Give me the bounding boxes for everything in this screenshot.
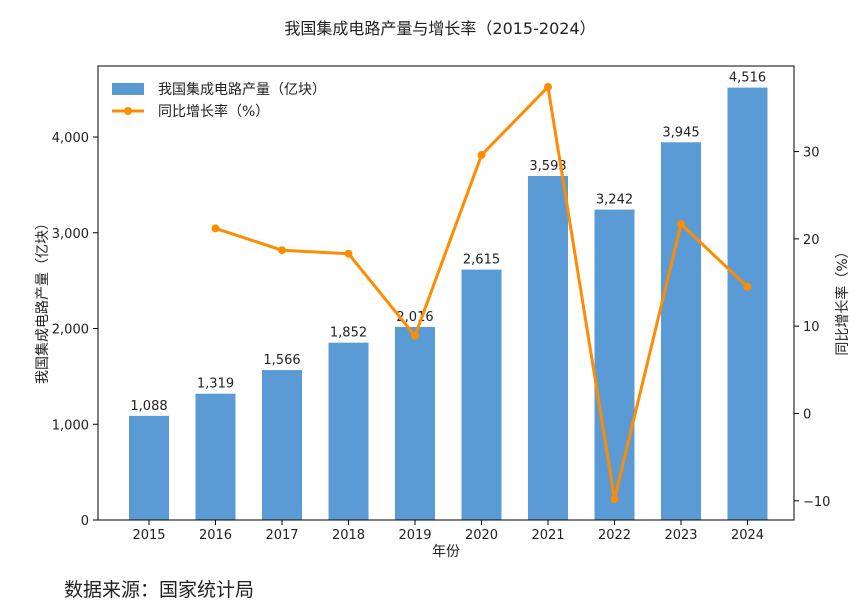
x-tick-label-2024: 2024 [731, 528, 764, 543]
bar-2021 [528, 175, 568, 520]
growth-point-2018 [344, 249, 353, 258]
bar-value-label-2015: 1,088 [130, 399, 167, 414]
bar-2022 [594, 209, 635, 520]
bar-labels-layer: 1,0881,3191,5661,8522,0162,6153,5933,242… [130, 71, 766, 414]
plot-frame [97, 65, 795, 521]
bar-2017 [262, 370, 302, 520]
y-left-tick-label-4000: 4,000 [52, 131, 89, 146]
x-tick-label-2023: 2023 [664, 528, 697, 543]
bar-value-label-2016: 1,319 [197, 377, 234, 392]
y-right-axis: −10 0 10 20 30 [794, 146, 830, 510]
y-right-tick-label-30: 30 [803, 146, 820, 161]
bar-value-label-2017: 1,566 [263, 353, 300, 368]
x-tick-label-2018: 2018 [332, 528, 365, 543]
bars-layer [129, 87, 768, 520]
bar-2023 [661, 142, 701, 520]
growth-point-2023 [677, 220, 685, 229]
y-right-axis-label: 同比增长率（%） [834, 244, 851, 355]
bar-value-label-2022: 3,242 [596, 193, 633, 208]
growth-point-2020 [477, 151, 486, 160]
bar-2016 [195, 393, 236, 520]
x-tick-label-2016: 2016 [199, 528, 232, 543]
bar-value-label-2021: 3,593 [529, 159, 566, 174]
x-tick-label-2017: 2017 [265, 528, 298, 543]
x-tick-label-2019: 2019 [398, 528, 431, 543]
bar-2018 [328, 342, 369, 520]
line-layer [211, 82, 752, 504]
legend-bar-swatch [112, 83, 144, 95]
x-tick-label-2022: 2022 [598, 528, 631, 543]
growth-point-2024 [743, 282, 752, 291]
y-left-axis: 0 1,000 2,000 3,000 4,000 [52, 131, 98, 529]
bar-2015 [129, 415, 169, 520]
y-left-tick-label-2000: 2,000 [52, 323, 89, 338]
legend-line-marker [124, 107, 132, 115]
y-right-tick-label-0: 0 [803, 407, 811, 422]
growth-point-2016 [211, 224, 220, 233]
y-left-tick-label-0: 0 [81, 514, 89, 529]
bar-value-label-2023: 3,945 [662, 125, 699, 140]
growth-point-2017 [278, 246, 286, 255]
y-left-axis-label: 我国集成电路产量（亿块） [34, 216, 51, 384]
bar-value-label-2018: 1,852 [330, 326, 367, 341]
x-tick-label-2021: 2021 [531, 528, 564, 543]
y-right-tick-label-20: 20 [803, 233, 820, 248]
bar-value-label-2020: 2,615 [463, 253, 500, 268]
y-left-tick-label-1000: 1,000 [52, 418, 89, 433]
bar-2024 [727, 87, 768, 520]
legend-bar-label: 我国集成电路产量（亿块） [158, 81, 326, 98]
chart-title: 我国集成电路产量与增长率（2015-2024） [284, 19, 595, 38]
growth-point-2022 [610, 495, 619, 504]
x-tick-label-2015: 2015 [132, 528, 165, 543]
x-axis-label: 年份 [432, 544, 460, 560]
legend-line-label: 同比增长率（%） [158, 103, 269, 120]
bar-value-label-2024: 4,516 [729, 71, 766, 86]
growth-point-2021 [544, 82, 552, 91]
x-axis: 2015 2016 2017 2018 2019 2020 2021 2022 2023 2024 [132, 520, 764, 543]
y-right-tick-label--10: −10 [803, 495, 830, 510]
y-left-tick-label-3000: 3,000 [52, 227, 89, 242]
growth-point-2019 [411, 331, 419, 340]
source-note: 数据来源：国家统计局 [64, 579, 255, 601]
legend: 我国集成电路产量（亿块） 同比增长率（%） [112, 81, 326, 120]
y-right-tick-label-10: 10 [803, 320, 820, 335]
bar-2019 [395, 326, 435, 520]
x-tick-label-2020: 2020 [465, 528, 498, 543]
bar-2020 [461, 269, 502, 520]
